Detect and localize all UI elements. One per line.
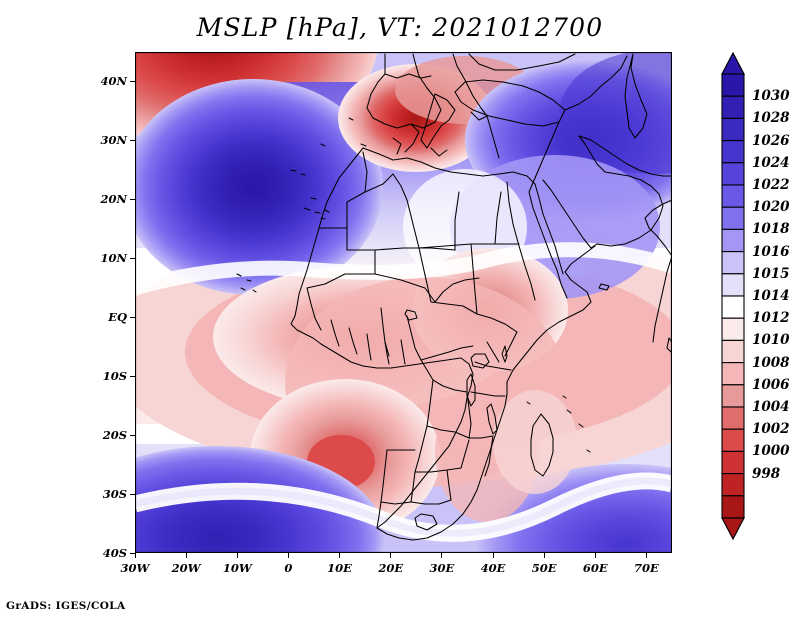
x-tick-mark (390, 553, 392, 558)
y-tick-mark (130, 434, 135, 436)
page-title: MSLP [hPa], VT: 2021012700 (196, 13, 604, 42)
colorbar-tick-label: 1030 (752, 88, 790, 105)
colorbar-band (721, 406, 745, 430)
y-tick-label: 40N (100, 74, 127, 89)
colorbar-tick-label: 1014 (752, 288, 790, 304)
x-tick-mark (645, 553, 647, 558)
colorbar-tick-label: 1026 (752, 132, 790, 149)
y-tick-label: 30S (102, 487, 127, 502)
y-tick-label: 10S (102, 369, 127, 384)
feature-azores-high (135, 79, 383, 295)
y-tick-label: EQ (108, 310, 127, 325)
colorbar-band (721, 140, 745, 164)
y-tick-mark (130, 80, 135, 82)
x-tick-label: 0 (284, 561, 293, 575)
x-tick-label: 20E (378, 561, 404, 575)
colorbar-band (721, 295, 745, 319)
y-tick-label: 40S (102, 546, 127, 560)
mslp-filled-contour-map (135, 52, 672, 553)
colorbar-tick-label: 1022 (752, 177, 790, 193)
colorbar-tick-label: 1006 (752, 376, 790, 393)
y-tick-mark (130, 375, 135, 377)
y-tick-mark (130, 493, 135, 495)
y-tick-label: 30N (100, 133, 127, 148)
x-tick-label: 50E (531, 561, 557, 575)
x-tick-mark (543, 553, 545, 558)
colorbar-band (721, 228, 745, 253)
credit-text: GrADS: IGES/COLA (6, 600, 126, 612)
map-plot-area[interactable] (135, 52, 672, 553)
colorbar-band (721, 73, 745, 97)
y-tick-label: 20S (102, 428, 127, 443)
colorbar-band (721, 339, 745, 364)
y-tick-mark (130, 552, 135, 554)
x-tick-mark (134, 553, 136, 558)
coastlines-and-borders (236, 53, 672, 541)
feature-central-asia-high (560, 52, 672, 174)
colorbar-tick-label: 1028 (752, 110, 790, 127)
colorbar-band (721, 450, 745, 475)
colorbar-band (721, 251, 745, 275)
colorbar-band (721, 95, 745, 119)
colorbar-band (721, 317, 745, 341)
x-tick-label: 10E (327, 561, 352, 575)
x-tick-mark (236, 553, 238, 558)
colorbar-band (721, 428, 745, 452)
colorbar-tick-label: 1010 (752, 332, 790, 349)
colorbar-band (721, 273, 745, 297)
colorbar-tick-label: 1008 (752, 354, 790, 371)
x-tick-mark (441, 553, 443, 558)
x-tick-mark (594, 553, 596, 558)
colorbar-tick-label: 1015 (752, 265, 790, 282)
colorbar-swatches (721, 52, 745, 541)
plot-frame (135, 52, 672, 553)
y-tick-mark (130, 316, 135, 318)
y-tick-mark (130, 139, 135, 141)
colorbar-tick-label: 1000 (752, 443, 790, 460)
colorbar-band (721, 495, 745, 519)
x-tick-mark (339, 553, 341, 558)
y-tick-mark (130, 198, 135, 200)
x-tick-label: 10W (222, 561, 252, 575)
colorbar-band (721, 184, 745, 208)
contour-neutral-south-inner (135, 477, 672, 537)
colorbar-under-arrow (721, 517, 745, 541)
colorbar-tick-label: 998 (752, 465, 781, 482)
y-tick-label: 20N (100, 192, 127, 207)
colorbar-tick-label: 1002 (752, 421, 790, 438)
colorbar-band (721, 362, 745, 386)
colorbar-band (721, 117, 745, 142)
colorbar-tick-label: 1012 (752, 310, 790, 327)
y-tick-label: 10N (100, 251, 127, 266)
x-tick-label: 40E (480, 561, 506, 575)
colorbar-tick-label: 1016 (752, 243, 790, 260)
y-tick-mark (130, 257, 135, 259)
colorbar-tick-label: 1020 (752, 199, 790, 216)
x-tick-label: 20W (171, 561, 201, 575)
x-tick-label: 30E (429, 561, 455, 575)
colorbar-band (721, 206, 745, 230)
colorbar-tick-label: 1024 (752, 154, 790, 171)
colorbar-over-arrow (721, 52, 745, 75)
contour-neutral-north (135, 242, 672, 296)
x-tick-mark (185, 553, 187, 558)
colorbar-band (721, 384, 745, 408)
colorbar[interactable] (721, 52, 745, 541)
x-tick-label: 60E (582, 561, 608, 575)
x-tick-label: 70E (634, 561, 659, 575)
x-tick-mark (492, 553, 494, 558)
feature-madagascar-area (493, 390, 577, 494)
x-tick-mark (287, 553, 289, 558)
colorbar-band-group (721, 52, 745, 541)
colorbar-band (721, 473, 745, 497)
x-tick-label: 30W (120, 561, 150, 575)
colorbar-tick-label: 1018 (752, 221, 790, 238)
colorbar-tick-label: 1004 (752, 399, 790, 415)
colorbar-band (721, 162, 745, 186)
